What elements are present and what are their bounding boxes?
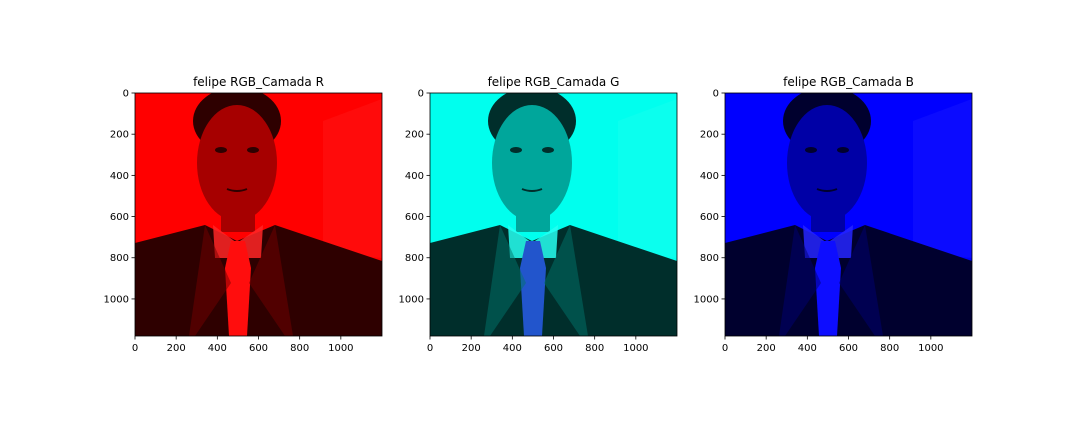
x-tick-label: 600 xyxy=(544,343,563,354)
eye-right xyxy=(247,147,259,153)
x-tick-label: 1000 xyxy=(623,343,648,354)
x-tick-label: 0 xyxy=(722,343,728,354)
y-tick-label: 1000 xyxy=(399,294,424,305)
y-tick-label: 1000 xyxy=(104,294,129,305)
lapel-right xyxy=(249,225,293,336)
x-tick-label: 400 xyxy=(798,343,817,354)
y-tick-label: 0 xyxy=(418,89,424,100)
y-tick-label: 0 xyxy=(123,89,129,100)
mouth xyxy=(816,188,838,192)
panel-g: felipe RGB_Camada G 0 200 400 600 800 1000 0 200… xyxy=(399,75,678,354)
x-tick-label: 800 xyxy=(290,343,309,354)
face xyxy=(787,105,867,221)
lapel-right xyxy=(544,225,588,336)
wall-panel xyxy=(913,99,972,258)
wall-panel xyxy=(323,99,382,258)
x-tick-label: 1000 xyxy=(918,343,943,354)
y-tick-label: 600 xyxy=(405,212,424,223)
y-tick-label: 800 xyxy=(405,253,424,264)
lapel-left xyxy=(189,225,231,336)
channel-image xyxy=(135,93,382,336)
wall-panel xyxy=(618,99,677,258)
x-tick-label: 200 xyxy=(462,343,481,354)
tie xyxy=(520,241,546,336)
panel-b: felipe RGB_Camada B 0 200 400 600 800 1000 0 200… xyxy=(694,75,973,354)
eye-right xyxy=(837,147,849,153)
y-tick-label: 200 xyxy=(405,130,424,141)
neck xyxy=(221,208,255,232)
x-tick-label: 800 xyxy=(585,343,604,354)
lapel-left xyxy=(779,225,821,336)
x-tick-label: 600 xyxy=(839,343,858,354)
y-tick-label: 400 xyxy=(405,171,424,182)
shirt xyxy=(508,225,558,258)
y-tick-label: 600 xyxy=(700,212,719,223)
x-tick-label: 400 xyxy=(208,343,227,354)
channel-image xyxy=(430,93,677,336)
eye-left xyxy=(510,147,522,153)
panel-title: felipe RGB_Camada R xyxy=(193,75,324,89)
y-tick-label: 200 xyxy=(700,130,719,141)
y-tick-label: 200 xyxy=(110,130,129,141)
x-tick-label: 0 xyxy=(132,343,138,354)
neck xyxy=(811,208,845,232)
lapel-left xyxy=(484,225,526,336)
x-tick-label: 400 xyxy=(503,343,522,354)
x-tick-label: 800 xyxy=(880,343,899,354)
tie xyxy=(815,241,841,336)
x-tick-label: 200 xyxy=(757,343,776,354)
face xyxy=(492,105,572,221)
eye-left xyxy=(805,147,817,153)
y-tick-label: 1000 xyxy=(694,294,719,305)
eye-left xyxy=(215,147,227,153)
neck xyxy=(516,208,550,232)
tie xyxy=(225,241,251,336)
y-tick-label: 400 xyxy=(110,171,129,182)
mouth xyxy=(521,188,543,192)
x-tick-label: 0 xyxy=(427,343,433,354)
channel-image xyxy=(725,93,972,336)
x-tick-label: 1000 xyxy=(328,343,353,354)
eye-right xyxy=(542,147,554,153)
face xyxy=(197,105,277,221)
shirt xyxy=(803,225,853,258)
y-tick-label: 800 xyxy=(110,253,129,264)
x-tick-label: 600 xyxy=(249,343,268,354)
panel-r: felipe RGB_Camada R 0 200 400 600 800 1000 0 200… xyxy=(104,75,383,354)
panel-title: felipe RGB_Camada B xyxy=(783,75,914,89)
mouth xyxy=(226,188,248,192)
panel-title: felipe RGB_Camada G xyxy=(488,75,620,89)
y-tick-label: 400 xyxy=(700,171,719,182)
x-tick-label: 200 xyxy=(167,343,186,354)
lapel-right xyxy=(839,225,883,336)
y-tick-label: 800 xyxy=(700,253,719,264)
y-tick-label: 0 xyxy=(713,89,719,100)
y-tick-label: 600 xyxy=(110,212,129,223)
shirt xyxy=(213,225,263,258)
